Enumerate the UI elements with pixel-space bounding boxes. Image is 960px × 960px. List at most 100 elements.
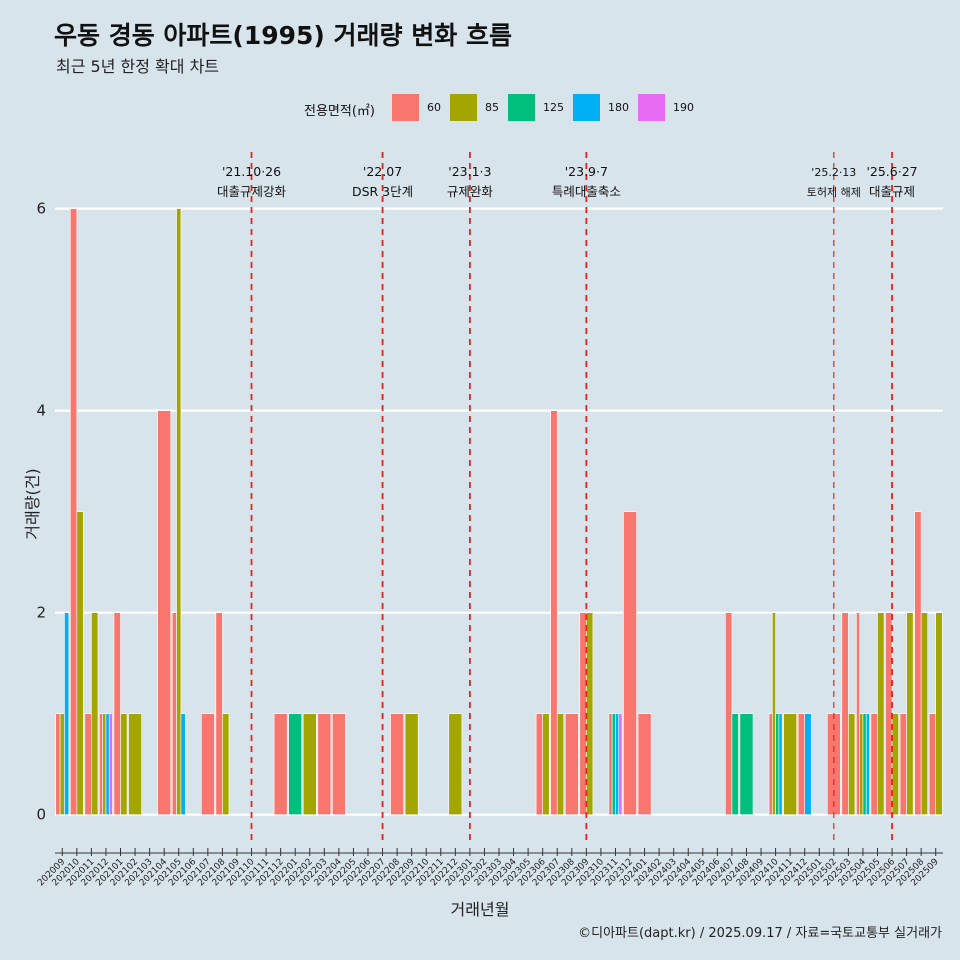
x-tick-labels: 2020092020102020112020122021012021022021… xyxy=(36,857,941,889)
bar-85-202508 xyxy=(920,612,929,815)
bar-60-202012 xyxy=(99,713,103,815)
legend-key-190 xyxy=(638,94,665,121)
annotation-label: DSR 3단계 xyxy=(352,184,413,199)
y-tick-labels: 0 2 4 6 xyxy=(36,200,46,824)
bar-85-202101 xyxy=(120,713,128,815)
bar-85-202509 xyxy=(935,612,943,815)
legend: 전용면적(㎡) 60 85 125 180 190 xyxy=(0,92,960,122)
bar-60-202107 xyxy=(201,713,215,815)
event-lines xyxy=(250,152,893,845)
bar-180-202311 xyxy=(615,713,620,815)
bar-85-202505 xyxy=(877,612,885,815)
bar-180-202504 xyxy=(865,713,870,815)
bar-60-202410 xyxy=(768,713,773,815)
bar-85-202307 xyxy=(556,713,565,815)
axis-ticks xyxy=(55,848,943,856)
bar-85-202102 xyxy=(128,713,142,815)
bar-125-202408 xyxy=(739,713,754,815)
bar-125-202311 xyxy=(611,713,616,815)
bar-125-202407 xyxy=(731,713,739,815)
bar-125-202201 xyxy=(288,713,303,815)
bar-85-202108 xyxy=(222,713,230,815)
bar-85-202309 xyxy=(586,612,594,815)
bar-85-202507 xyxy=(906,612,914,815)
y-axis-title: 거래량(건) xyxy=(23,468,42,540)
bar-85-202202 xyxy=(302,713,317,815)
chart-title: 우동 경동 아파트(1995) 거래량 변화 흐름 xyxy=(54,21,512,50)
legend-label-60: 60 xyxy=(427,101,441,114)
bar-60-202509 xyxy=(928,713,937,815)
bar-60-202507 xyxy=(899,713,907,815)
legend-key-125 xyxy=(508,94,535,121)
bar-60-202307 xyxy=(550,410,558,815)
bar-85-202009 xyxy=(59,713,65,815)
legend-label-190: 190 xyxy=(673,101,694,114)
bar-60-202412 xyxy=(797,713,806,815)
bar-60-202105 xyxy=(171,612,177,815)
annotation-label: 대출규제 xyxy=(869,184,915,199)
annotation-date: '25.2·13 xyxy=(811,166,856,179)
bar-85-202506 xyxy=(891,713,899,815)
bar-60-202503 xyxy=(841,612,849,815)
bar-180-202012 xyxy=(105,713,110,815)
bar-125-202504 xyxy=(862,713,867,815)
annotation-label: 규제완화 xyxy=(447,184,494,199)
y-tick-label: 6 xyxy=(36,200,46,218)
bar-85-202010 xyxy=(76,511,84,815)
y-tick-label: 4 xyxy=(36,402,46,420)
bar-85-202503 xyxy=(848,713,856,815)
bar-60-202401 xyxy=(637,713,652,815)
bar-180-202105 xyxy=(180,713,186,815)
bar-85-202504 xyxy=(859,713,864,815)
annotations: '21.10·26 대출규제강화 '22.07 DSR 3단계 '23.1·3 규제완화 '… xyxy=(217,164,918,199)
annotation-label: 토허제 해제 xyxy=(807,185,861,199)
annotation-label: 특례대출축소 xyxy=(552,184,621,199)
legend-key-85 xyxy=(450,94,477,121)
y-tick-label: 2 xyxy=(36,604,46,622)
bar-180-202009 xyxy=(64,612,70,815)
annotation-date: '21.10·26 xyxy=(222,164,281,179)
bar-60-202308 xyxy=(564,713,579,815)
bar-60-202108 xyxy=(215,612,223,815)
bar-60-202508 xyxy=(914,511,922,815)
annotation-label: 대출규제강화 xyxy=(217,184,287,199)
bar-60-202010 xyxy=(69,208,78,815)
bar-60-202407 xyxy=(725,612,733,815)
bar-60-202306 xyxy=(535,713,543,815)
bar-60-202101 xyxy=(113,612,121,815)
annotation-date: '25.6·27 xyxy=(866,164,917,179)
legend-key-180 xyxy=(573,94,600,121)
legend-label-125: 125 xyxy=(543,101,564,114)
bar-190-202311 xyxy=(618,713,623,815)
bar-85-202410 xyxy=(772,612,776,815)
bar-85-202212 xyxy=(448,713,463,815)
annotation-date: '23.1·3 xyxy=(448,164,491,179)
legend-label-85: 85 xyxy=(485,101,499,114)
bar-60-202104 xyxy=(157,410,172,815)
bar-60-202311 xyxy=(608,713,613,815)
y-tick-label: 0 xyxy=(36,806,46,824)
bar-60-202504 xyxy=(856,612,860,815)
bar-60-202112 xyxy=(273,713,288,815)
bar-60-202204 xyxy=(332,713,346,815)
bar-125-202410 xyxy=(775,713,780,815)
annotation-date: '22.07 xyxy=(363,164,402,179)
bar-180-202410 xyxy=(778,713,783,815)
bar-85-202306 xyxy=(542,713,550,815)
bar-60-202203 xyxy=(317,713,332,815)
legend-label-180: 180 xyxy=(608,101,629,114)
bar-85-202105 xyxy=(176,208,182,815)
bar-60-202312 xyxy=(623,511,637,815)
bar-60-202309 xyxy=(579,612,587,815)
x-axis-title: 거래년월 xyxy=(450,900,510,919)
bar-60-202208 xyxy=(390,713,404,815)
bar-85-202012 xyxy=(102,713,107,815)
source-caption: ©디아파트(dapt.kr) / 2025.09.17 / 자료=국토교통부 실… xyxy=(578,926,942,941)
bar-60-202506 xyxy=(885,612,893,815)
bar-190-202012 xyxy=(108,713,113,815)
annotation-date: '23.9·7 xyxy=(565,164,608,179)
legend-title: 전용면적(㎡) xyxy=(304,104,375,119)
bar-60-202011 xyxy=(84,713,92,815)
bars xyxy=(55,208,943,815)
